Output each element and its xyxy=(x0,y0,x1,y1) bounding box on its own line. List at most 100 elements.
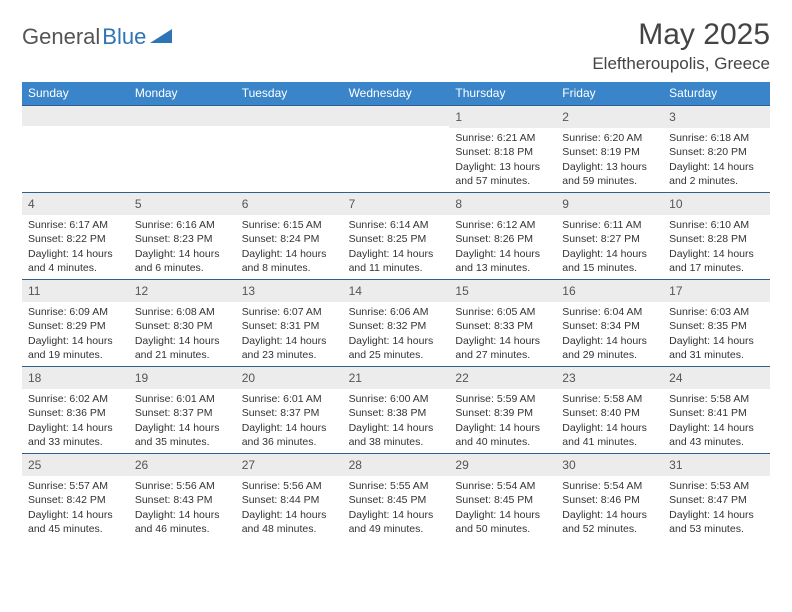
day-body: Sunrise: 5:59 AMSunset: 8:39 PMDaylight:… xyxy=(449,389,556,453)
day-body: Sunrise: 6:20 AMSunset: 8:19 PMDaylight:… xyxy=(556,128,663,192)
day-cell: 15Sunrise: 6:05 AMSunset: 8:33 PMDayligh… xyxy=(449,280,556,366)
day-number xyxy=(236,106,343,126)
weeks-container: 1Sunrise: 6:21 AMSunset: 8:18 PMDaylight… xyxy=(22,105,770,540)
day-header: Sunday xyxy=(22,82,129,105)
title-block: May 2025 Eleftheroupolis, Greece xyxy=(592,18,770,74)
daylight-line: Daylight: 14 hours and 35 minutes. xyxy=(135,421,230,449)
day-body: Sunrise: 6:03 AMSunset: 8:35 PMDaylight:… xyxy=(663,302,770,366)
day-body: Sunrise: 6:16 AMSunset: 8:23 PMDaylight:… xyxy=(129,215,236,279)
day-number xyxy=(22,106,129,126)
week-row: 11Sunrise: 6:09 AMSunset: 8:29 PMDayligh… xyxy=(22,279,770,366)
day-cell: 3Sunrise: 6:18 AMSunset: 8:20 PMDaylight… xyxy=(663,106,770,192)
day-cell: 27Sunrise: 5:56 AMSunset: 8:44 PMDayligh… xyxy=(236,454,343,540)
day-header: Friday xyxy=(556,82,663,105)
sunrise-line: Sunrise: 5:56 AM xyxy=(135,479,230,493)
daylight-line: Daylight: 14 hours and 33 minutes. xyxy=(28,421,123,449)
day-cell: 24Sunrise: 5:58 AMSunset: 8:41 PMDayligh… xyxy=(663,367,770,453)
day-cell xyxy=(22,106,129,192)
day-number: 7 xyxy=(343,193,450,215)
day-cell: 4Sunrise: 6:17 AMSunset: 8:22 PMDaylight… xyxy=(22,193,129,279)
daylight-line: Daylight: 14 hours and 52 minutes. xyxy=(562,508,657,536)
sunrise-line: Sunrise: 5:58 AM xyxy=(562,392,657,406)
day-number: 31 xyxy=(663,454,770,476)
day-body: Sunrise: 5:55 AMSunset: 8:45 PMDaylight:… xyxy=(343,476,450,540)
day-number: 27 xyxy=(236,454,343,476)
day-cell: 20Sunrise: 6:01 AMSunset: 8:37 PMDayligh… xyxy=(236,367,343,453)
day-body: Sunrise: 5:54 AMSunset: 8:45 PMDaylight:… xyxy=(449,476,556,540)
sunset-line: Sunset: 8:34 PM xyxy=(562,319,657,333)
day-body: Sunrise: 6:01 AMSunset: 8:37 PMDaylight:… xyxy=(129,389,236,453)
sunset-line: Sunset: 8:29 PM xyxy=(28,319,123,333)
daylight-line: Daylight: 14 hours and 6 minutes. xyxy=(135,247,230,275)
daylight-line: Daylight: 14 hours and 17 minutes. xyxy=(669,247,764,275)
day-number: 28 xyxy=(343,454,450,476)
sunrise-line: Sunrise: 6:16 AM xyxy=(135,218,230,232)
sunset-line: Sunset: 8:40 PM xyxy=(562,406,657,420)
daylight-line: Daylight: 14 hours and 31 minutes. xyxy=(669,334,764,362)
day-body xyxy=(236,126,343,133)
logo: GeneralBlue xyxy=(22,18,172,50)
day-number: 24 xyxy=(663,367,770,389)
day-number: 5 xyxy=(129,193,236,215)
sunrise-line: Sunrise: 6:06 AM xyxy=(349,305,444,319)
day-body: Sunrise: 5:56 AMSunset: 8:43 PMDaylight:… xyxy=(129,476,236,540)
sunrise-line: Sunrise: 5:54 AM xyxy=(562,479,657,493)
day-number: 16 xyxy=(556,280,663,302)
day-body: Sunrise: 5:56 AMSunset: 8:44 PMDaylight:… xyxy=(236,476,343,540)
daylight-line: Daylight: 14 hours and 48 minutes. xyxy=(242,508,337,536)
sunrise-line: Sunrise: 6:03 AM xyxy=(669,305,764,319)
day-number: 19 xyxy=(129,367,236,389)
daylight-line: Daylight: 14 hours and 38 minutes. xyxy=(349,421,444,449)
header: GeneralBlue May 2025 Eleftheroupolis, Gr… xyxy=(22,18,770,74)
week-row: 18Sunrise: 6:02 AMSunset: 8:36 PMDayligh… xyxy=(22,366,770,453)
daylight-line: Daylight: 14 hours and 19 minutes. xyxy=(28,334,123,362)
sunrise-line: Sunrise: 6:20 AM xyxy=(562,131,657,145)
sunset-line: Sunset: 8:45 PM xyxy=(455,493,550,507)
day-body: Sunrise: 5:57 AMSunset: 8:42 PMDaylight:… xyxy=(22,476,129,540)
daylight-line: Daylight: 14 hours and 36 minutes. xyxy=(242,421,337,449)
day-cell: 8Sunrise: 6:12 AMSunset: 8:26 PMDaylight… xyxy=(449,193,556,279)
day-body: Sunrise: 6:09 AMSunset: 8:29 PMDaylight:… xyxy=(22,302,129,366)
sunrise-line: Sunrise: 6:17 AM xyxy=(28,218,123,232)
daylight-line: Daylight: 14 hours and 53 minutes. xyxy=(669,508,764,536)
sunrise-line: Sunrise: 6:12 AM xyxy=(455,218,550,232)
sunset-line: Sunset: 8:39 PM xyxy=(455,406,550,420)
sunset-line: Sunset: 8:41 PM xyxy=(669,406,764,420)
sunset-line: Sunset: 8:26 PM xyxy=(455,232,550,246)
day-body: Sunrise: 5:54 AMSunset: 8:46 PMDaylight:… xyxy=(556,476,663,540)
day-cell: 1Sunrise: 6:21 AMSunset: 8:18 PMDaylight… xyxy=(449,106,556,192)
daylight-line: Daylight: 14 hours and 2 minutes. xyxy=(669,160,764,188)
daylight-line: Daylight: 14 hours and 4 minutes. xyxy=(28,247,123,275)
day-body: Sunrise: 6:01 AMSunset: 8:37 PMDaylight:… xyxy=(236,389,343,453)
sunset-line: Sunset: 8:30 PM xyxy=(135,319,230,333)
day-body: Sunrise: 6:00 AMSunset: 8:38 PMDaylight:… xyxy=(343,389,450,453)
day-number: 29 xyxy=(449,454,556,476)
day-number: 9 xyxy=(556,193,663,215)
day-cell: 31Sunrise: 5:53 AMSunset: 8:47 PMDayligh… xyxy=(663,454,770,540)
sunrise-line: Sunrise: 6:09 AM xyxy=(28,305,123,319)
daylight-line: Daylight: 13 hours and 57 minutes. xyxy=(455,160,550,188)
day-cell: 11Sunrise: 6:09 AMSunset: 8:29 PMDayligh… xyxy=(22,280,129,366)
day-number: 15 xyxy=(449,280,556,302)
day-body: Sunrise: 6:12 AMSunset: 8:26 PMDaylight:… xyxy=(449,215,556,279)
calendar-table: Sunday Monday Tuesday Wednesday Thursday… xyxy=(22,82,770,540)
day-cell: 21Sunrise: 6:00 AMSunset: 8:38 PMDayligh… xyxy=(343,367,450,453)
sunrise-line: Sunrise: 6:00 AM xyxy=(349,392,444,406)
day-number xyxy=(343,106,450,126)
daylight-line: Daylight: 14 hours and 23 minutes. xyxy=(242,334,337,362)
sunrise-line: Sunrise: 6:01 AM xyxy=(135,392,230,406)
daylight-line: Daylight: 14 hours and 49 minutes. xyxy=(349,508,444,536)
sunset-line: Sunset: 8:37 PM xyxy=(135,406,230,420)
day-number: 22 xyxy=(449,367,556,389)
logo-triangle-icon xyxy=(150,27,172,48)
day-number: 2 xyxy=(556,106,663,128)
day-cell: 29Sunrise: 5:54 AMSunset: 8:45 PMDayligh… xyxy=(449,454,556,540)
day-cell: 26Sunrise: 5:56 AMSunset: 8:43 PMDayligh… xyxy=(129,454,236,540)
day-body: Sunrise: 6:02 AMSunset: 8:36 PMDaylight:… xyxy=(22,389,129,453)
day-number: 12 xyxy=(129,280,236,302)
day-body: Sunrise: 6:11 AMSunset: 8:27 PMDaylight:… xyxy=(556,215,663,279)
sunset-line: Sunset: 8:32 PM xyxy=(349,319,444,333)
logo-text-blue: Blue xyxy=(102,24,146,50)
sunrise-line: Sunrise: 5:55 AM xyxy=(349,479,444,493)
day-cell: 13Sunrise: 6:07 AMSunset: 8:31 PMDayligh… xyxy=(236,280,343,366)
